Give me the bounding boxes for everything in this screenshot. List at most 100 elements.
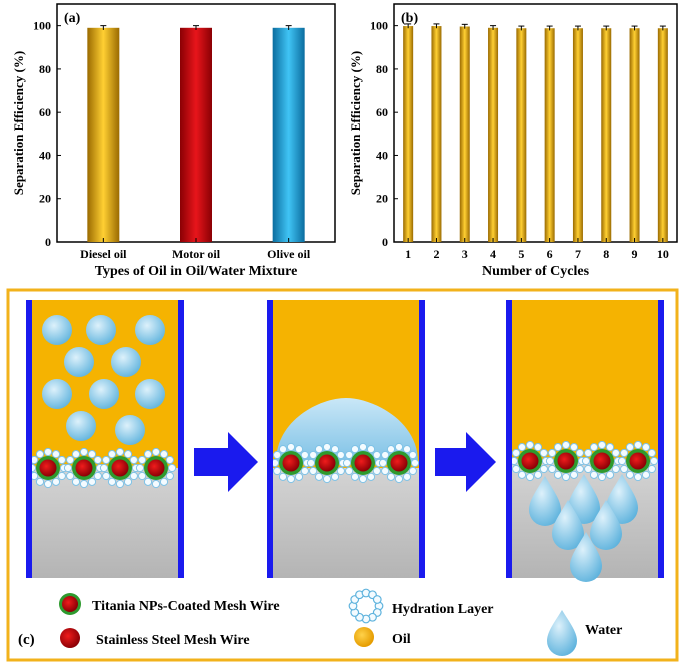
- hydration-bead: [300, 466, 309, 476]
- panel-label: (b): [401, 11, 418, 26]
- hydration-bead: [123, 477, 133, 486]
- stage-2-water-layer: [267, 300, 425, 578]
- y-tick-label: 0: [45, 235, 51, 249]
- hydration-bead: [548, 464, 557, 474]
- titania-coated-wire-icon: [59, 593, 81, 615]
- hydration-bead: [372, 466, 381, 476]
- hydration-bead: [605, 443, 615, 452]
- mesh-wall-right: [178, 300, 184, 578]
- hydration-bead: [165, 455, 174, 465]
- steel-core: [593, 452, 611, 470]
- hydration-bead: [66, 471, 75, 481]
- hydration-bead: [87, 477, 97, 486]
- x-axis-label: Number of Cycles: [482, 264, 590, 279]
- hydration-bead: [553, 470, 563, 479]
- x-tick-label: 9: [632, 247, 638, 261]
- bar: [272, 27, 305, 242]
- hydration-bead: [372, 595, 382, 604]
- hydration-bead: [309, 450, 318, 460]
- bar: [87, 27, 120, 242]
- hydration-bead: [330, 445, 340, 454]
- hydration-bead: [561, 472, 571, 482]
- hydration-bead: [649, 456, 659, 466]
- hydration-bead: [66, 455, 75, 465]
- hydration-bead: [647, 464, 656, 474]
- y-axis-label: Separation Efficiency (%): [11, 51, 26, 195]
- hydration-bead: [322, 442, 332, 452]
- hydration-bead: [51, 477, 61, 486]
- hydration-bead: [350, 445, 360, 454]
- hydration-bead: [107, 450, 117, 459]
- x-tick-label: Motor oil: [172, 247, 221, 261]
- hydration-bead: [143, 477, 153, 486]
- hydration-bead: [342, 458, 352, 468]
- legend: Titania NPs-Coated Mesh Wire Stainless S…: [18, 588, 622, 656]
- hydration-bead: [167, 463, 177, 473]
- hydration-bead: [517, 443, 527, 452]
- hydration-bead: [372, 450, 381, 460]
- bar: [544, 28, 555, 242]
- hydration-bead: [633, 440, 643, 450]
- falling-water-drops: [529, 474, 638, 582]
- hydration-bead: [378, 458, 388, 468]
- hydration-bead: [79, 447, 89, 457]
- hydration-bead: [151, 447, 161, 457]
- hydration-bead: [43, 447, 53, 457]
- hydration-bead: [584, 448, 593, 458]
- steel-core: [318, 454, 336, 472]
- y-tick-label: 20: [376, 192, 388, 206]
- hydration-bead: [115, 479, 125, 489]
- x-tick-label: 8: [603, 247, 609, 261]
- steel-core: [147, 459, 165, 477]
- coated-wire: [270, 442, 312, 484]
- steel-core: [557, 452, 575, 470]
- hydration-bead: [99, 463, 109, 473]
- mesh-wires: [509, 440, 659, 482]
- hydration-bead: [575, 464, 584, 474]
- coated-wire: [306, 442, 348, 484]
- hydration-bead: [286, 474, 296, 484]
- x-tick-label: 3: [462, 247, 468, 261]
- chart-a: 0 20 40 60 80 100 Diesel oil Motor oil Olive oil…: [11, 3, 336, 279]
- bar: [657, 28, 668, 242]
- hydration-bead: [358, 474, 368, 484]
- chart-b: 0 20 40 60 80 100 1 2 3 4 5 6 7 8 9 10 Number of Cycles S…: [348, 3, 678, 279]
- hydration-bead: [641, 470, 651, 479]
- coated-wire: [342, 442, 384, 484]
- bar: [516, 28, 527, 242]
- hydration-bead: [620, 448, 629, 458]
- x-tick-label: 10: [657, 247, 669, 261]
- y-tick-label: 100: [370, 19, 388, 33]
- hydration-bead: [71, 477, 81, 486]
- mesh-wires: [270, 442, 420, 484]
- hydration-bead: [79, 479, 89, 489]
- panel-label: (c): [18, 632, 35, 648]
- hydration-bead: [366, 472, 376, 481]
- hydration-bead: [57, 471, 66, 481]
- hydration-bead: [336, 450, 345, 460]
- hydration-bead: [625, 470, 635, 479]
- x-tick-label: 6: [547, 247, 553, 261]
- coated-wire: [99, 447, 141, 489]
- hydration-bead: [512, 448, 521, 458]
- hydration-bead: [43, 479, 53, 489]
- hydration-bead: [107, 477, 117, 486]
- hydration-bead: [273, 466, 282, 476]
- coated-wire: [378, 442, 420, 484]
- hydration-bead: [51, 450, 61, 459]
- hydration-bead: [345, 466, 354, 476]
- bar: [572, 28, 583, 242]
- hydration-bead: [641, 443, 651, 452]
- hydration-bead: [620, 464, 629, 474]
- y-tick-label: 60: [376, 105, 388, 119]
- plot-frame: [393, 3, 678, 243]
- legend-label: Oil: [392, 632, 411, 647]
- coated-wire: [509, 440, 551, 482]
- x-tick-label: 7: [575, 247, 581, 261]
- y-tick-label: 80: [39, 62, 51, 76]
- hydration-bead: [553, 443, 563, 452]
- hydration-layer-icon: [348, 588, 384, 624]
- steel-core: [629, 452, 647, 470]
- hydration-bead: [533, 470, 543, 479]
